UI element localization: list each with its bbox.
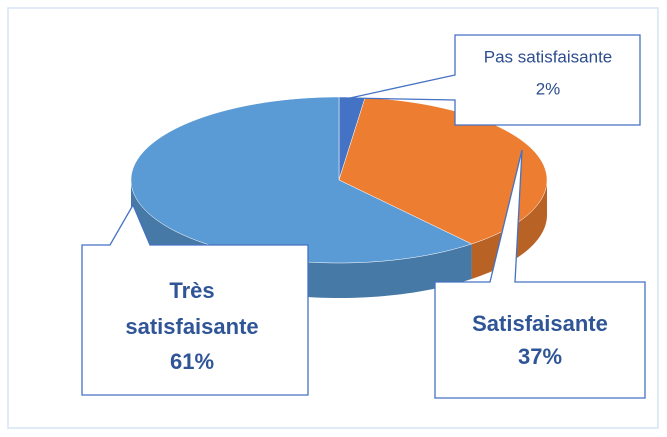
data-label-value: 61% [170,349,214,374]
data-label-value: 37% [518,344,562,369]
data-label-name: Satisfaisante [472,311,608,336]
slice [338,97,548,245]
slice [130,96,473,264]
callout-box [81,203,309,396]
callout-box [349,34,641,126]
callout-box [434,149,646,399]
data-label-name: Pas satisfaisante [484,47,613,66]
data-label-name: Très satisfaisante [125,278,258,339]
data-label-value: 2% [536,79,561,98]
